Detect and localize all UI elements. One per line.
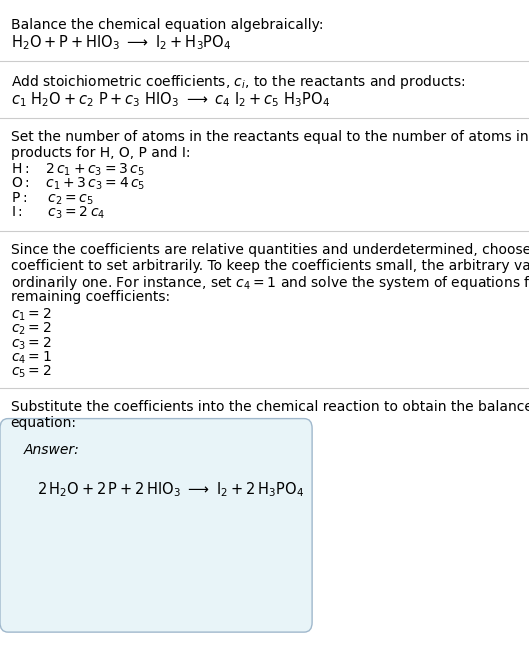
- Text: $c_3 = 2$: $c_3 = 2$: [11, 335, 51, 351]
- Text: Answer:: Answer:: [24, 443, 79, 457]
- Text: $\mathrm{P{:}}\ \ \ \ c_2 = c_5$: $\mathrm{P{:}}\ \ \ \ c_2 = c_5$: [11, 190, 93, 206]
- Text: $\mathrm{O{:}}\ \ \ c_1 + 3\,c_3 = 4\,c_5$: $\mathrm{O{:}}\ \ \ c_1 + 3\,c_3 = 4\,c_…: [11, 176, 145, 192]
- Text: ordinarily one. For instance, set $c_4 = 1$ and solve the system of equations fo: ordinarily one. For instance, set $c_4 =…: [11, 274, 529, 292]
- Text: $\mathrm{H{:}}\ \ \ 2\,c_1 + c_3 = 3\,c_5$: $\mathrm{H{:}}\ \ \ 2\,c_1 + c_3 = 3\,c_…: [11, 162, 144, 178]
- Text: $\mathrm{2\,H_2O + 2\,P + 2\,HIO_3 \ \longrightarrow \ I_2 + 2\,H_3PO_4}$: $\mathrm{2\,H_2O + 2\,P + 2\,HIO_3 \ \lo…: [37, 480, 304, 499]
- Text: $\mathrm{H_2O + P + HIO_3 \ \longrightarrow \ I_2 + H_3PO_4}$: $\mathrm{H_2O + P + HIO_3 \ \longrightar…: [11, 34, 231, 52]
- Text: $c_4 = 1$: $c_4 = 1$: [11, 349, 51, 366]
- Text: products for H, O, P and I:: products for H, O, P and I:: [11, 146, 190, 160]
- Text: Add stoichiometric coefficients, $c_i$, to the reactants and products:: Add stoichiometric coefficients, $c_i$, …: [11, 73, 465, 91]
- Text: Substitute the coefficients into the chemical reaction to obtain the balanced: Substitute the coefficients into the che…: [11, 400, 529, 415]
- FancyBboxPatch shape: [0, 419, 312, 632]
- Text: $c_5 = 2$: $c_5 = 2$: [11, 364, 51, 380]
- Text: equation:: equation:: [11, 416, 77, 430]
- Text: Balance the chemical equation algebraically:: Balance the chemical equation algebraica…: [11, 18, 323, 32]
- Text: $c_1\ \mathrm{H_2O} + c_2\ \mathrm{P} + c_3\ \mathrm{HIO_3}\ \longrightarrow\ c_: $c_1\ \mathrm{H_2O} + c_2\ \mathrm{P} + …: [11, 91, 330, 109]
- Text: $c_1 = 2$: $c_1 = 2$: [11, 307, 51, 323]
- Text: remaining coefficients:: remaining coefficients:: [11, 290, 170, 304]
- Text: coefficient to set arbitrarily. To keep the coefficients small, the arbitrary va: coefficient to set arbitrarily. To keep …: [11, 259, 529, 273]
- Text: $c_2 = 2$: $c_2 = 2$: [11, 321, 51, 337]
- Text: $\mathrm{I{:}}\ \ \ \ \ c_3 = 2\,c_4$: $\mathrm{I{:}}\ \ \ \ \ c_3 = 2\,c_4$: [11, 204, 105, 221]
- Text: Set the number of atoms in the reactants equal to the number of atoms in the: Set the number of atoms in the reactants…: [11, 130, 529, 144]
- Text: Since the coefficients are relative quantities and underdetermined, choose a: Since the coefficients are relative quan…: [11, 243, 529, 258]
